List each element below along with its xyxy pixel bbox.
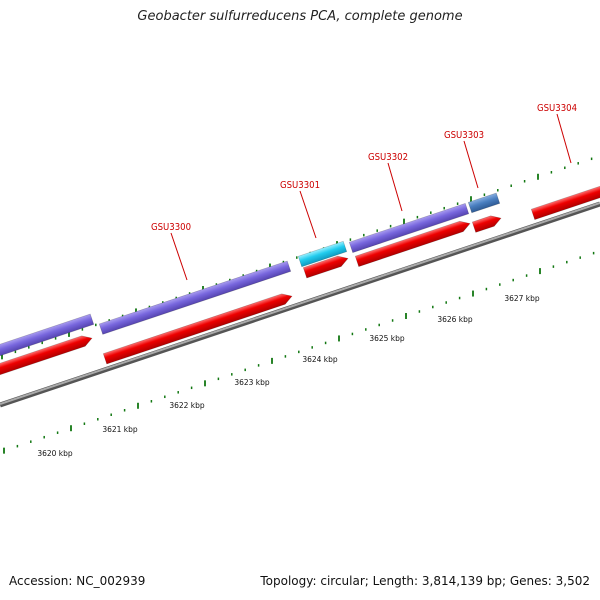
scale-label: 3622 kbp: [169, 401, 205, 410]
scale-label: 3627 kbp: [504, 294, 540, 303]
gene-label: GSU3303: [444, 130, 484, 141]
accession-text: Accession: NC_002939: [9, 574, 146, 588]
scale-label: 3621 kbp: [102, 425, 138, 434]
gene-bar: [348, 202, 470, 254]
cds-bar: [530, 183, 600, 221]
gene-label: GSU3304: [537, 103, 577, 114]
leader-line: [387, 162, 403, 212]
gene-label-layer: GSU3300 GSU3301 GSU3302 GSU3303 GSU3304: [151, 103, 577, 281]
scale-label: 3620 kbp: [37, 449, 73, 458]
leader-line: [170, 232, 188, 281]
cds-arrow: [0, 335, 93, 378]
scale-label: 3624 kbp: [302, 355, 338, 364]
topology-text: Topology: circular; Length: 3,814,139 bp…: [260, 574, 590, 588]
cds-arrow: [102, 293, 293, 365]
cds-arrow: [302, 255, 349, 279]
gene-bar: [297, 240, 348, 268]
scale-label: 3625 kbp: [369, 334, 405, 343]
leader-line: [556, 113, 572, 164]
scale-label-layer: 3620 kbp 3621 kbp 3622 kbp 3623 kbp 3624 kbp…: [37, 294, 540, 458]
leader-line: [299, 190, 317, 239]
gene-bar: [98, 260, 292, 335]
scale-label: 3626 kbp: [437, 315, 473, 324]
scale-label: 3623 kbp: [234, 378, 270, 387]
gene-label: GSU3300: [151, 222, 191, 233]
backbone-highlight: [0, 202, 600, 405]
gene-bar: [0, 313, 95, 359]
gene-bar: [467, 192, 501, 214]
cds-arrow: [471, 215, 502, 233]
genome-backbone: [0, 201, 600, 408]
tick-row-lower: [3, 251, 595, 454]
gene-label: GSU3301: [280, 180, 320, 191]
leader-line: [463, 140, 479, 189]
gene-label: GSU3302: [368, 152, 408, 163]
map-title: Geobacter sulfurreducens PCA, complete g…: [137, 9, 463, 24]
gene-track: [0, 183, 600, 378]
cds-arrow: [354, 220, 471, 267]
